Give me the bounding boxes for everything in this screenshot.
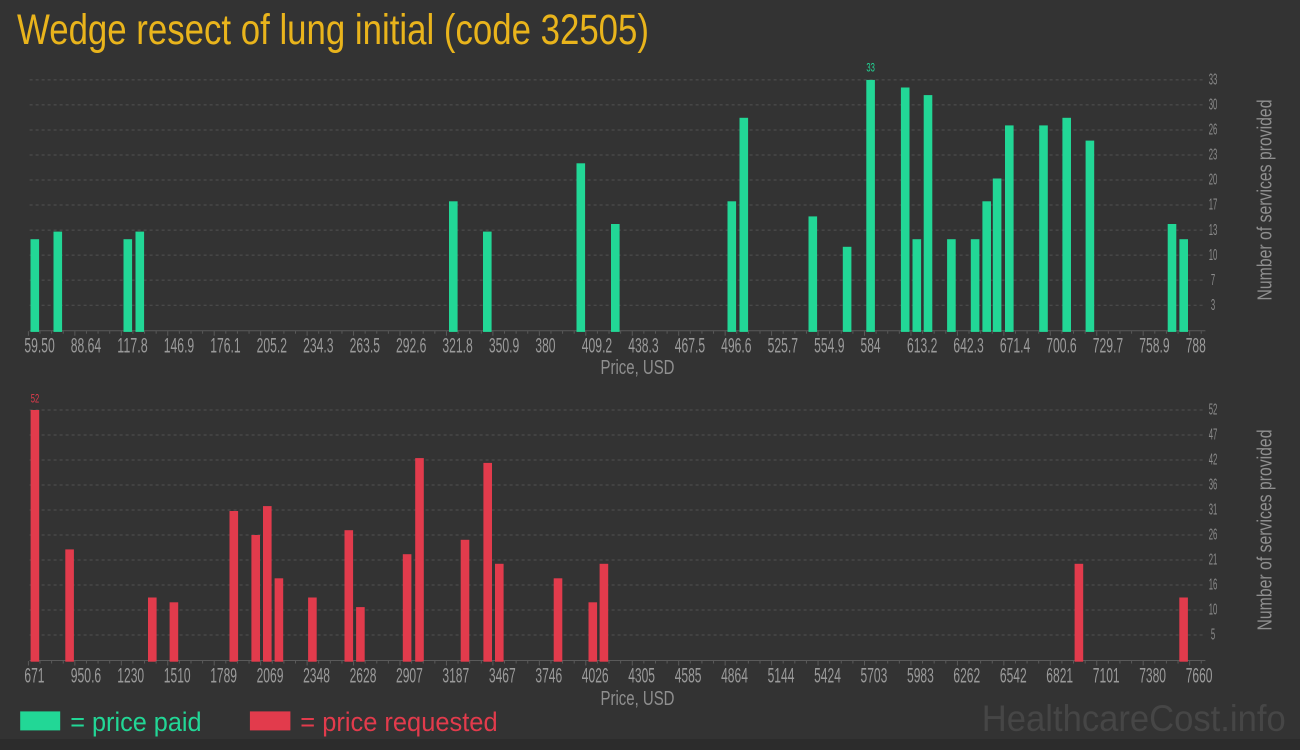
svg-text:7: 7 xyxy=(1211,272,1215,289)
svg-text:2348: 2348 xyxy=(303,664,330,687)
svg-text:613.2: 613.2 xyxy=(907,335,937,358)
svg-text:1510: 1510 xyxy=(164,664,191,687)
svg-text:671: 671 xyxy=(24,664,44,687)
svg-text:6821: 6821 xyxy=(1046,664,1073,687)
svg-text:117.8: 117.8 xyxy=(117,335,147,358)
svg-text:642.3: 642.3 xyxy=(953,335,983,358)
svg-text:467.5: 467.5 xyxy=(675,335,705,358)
svg-text:47: 47 xyxy=(1209,427,1218,444)
svg-text:5703: 5703 xyxy=(861,664,888,687)
svg-text:33: 33 xyxy=(1209,72,1218,89)
svg-text:13: 13 xyxy=(1209,222,1218,239)
svg-text:292.6: 292.6 xyxy=(396,335,426,358)
svg-text:700.6: 700.6 xyxy=(1046,335,1076,358)
svg-text:554.9: 554.9 xyxy=(814,335,844,358)
svg-text:10: 10 xyxy=(1209,602,1218,619)
svg-text:350.9: 350.9 xyxy=(489,335,519,358)
svg-text:3187: 3187 xyxy=(442,664,469,687)
svg-text:321.8: 321.8 xyxy=(442,335,472,358)
svg-text:584: 584 xyxy=(861,335,881,358)
svg-text:950.6: 950.6 xyxy=(71,664,101,687)
svg-text:HealthcareCost.info: HealthcareCost.info xyxy=(982,698,1286,739)
svg-text:42: 42 xyxy=(1209,452,1218,469)
svg-text:31: 31 xyxy=(1209,502,1218,519)
svg-text:438.3: 438.3 xyxy=(628,335,658,358)
svg-text:3746: 3746 xyxy=(535,664,562,687)
svg-text:263.5: 263.5 xyxy=(350,335,380,358)
svg-text:33: 33 xyxy=(866,63,875,75)
svg-text:6262: 6262 xyxy=(953,664,980,687)
svg-text:5: 5 xyxy=(1211,627,1215,644)
svg-text:4305: 4305 xyxy=(628,664,655,687)
svg-text:3467: 3467 xyxy=(489,664,516,687)
svg-text:1230: 1230 xyxy=(117,664,144,687)
svg-text:496.6: 496.6 xyxy=(721,335,751,358)
svg-text:52: 52 xyxy=(31,394,40,406)
svg-text:88.64: 88.64 xyxy=(71,335,102,358)
svg-text:20: 20 xyxy=(1209,172,1218,189)
svg-text:5144: 5144 xyxy=(768,664,795,687)
svg-text:6542: 6542 xyxy=(1000,664,1027,687)
svg-text:52: 52 xyxy=(1209,402,1218,419)
svg-text:1789: 1789 xyxy=(210,664,237,687)
svg-text:4585: 4585 xyxy=(675,664,702,687)
svg-text:7660: 7660 xyxy=(1186,664,1213,687)
svg-text:2907: 2907 xyxy=(396,664,423,687)
svg-text:2628: 2628 xyxy=(350,664,377,687)
svg-text:7101: 7101 xyxy=(1093,664,1120,687)
svg-text:409.2: 409.2 xyxy=(582,335,612,358)
svg-text:16: 16 xyxy=(1209,577,1218,594)
svg-text:26: 26 xyxy=(1209,527,1218,544)
svg-text:758.9: 758.9 xyxy=(1139,335,1169,358)
svg-text:146.9: 146.9 xyxy=(164,335,194,358)
svg-text:36: 36 xyxy=(1209,477,1218,494)
svg-text:671.4: 671.4 xyxy=(1000,335,1031,358)
svg-text:10: 10 xyxy=(1209,247,1218,264)
svg-text:4864: 4864 xyxy=(721,664,748,687)
svg-text:Number of services provided: Number of services provided xyxy=(1254,430,1277,631)
svg-text:4026: 4026 xyxy=(582,664,609,687)
svg-text:23: 23 xyxy=(1209,147,1218,164)
svg-text:= price paid: = price paid xyxy=(70,707,201,737)
svg-text:176.1: 176.1 xyxy=(210,335,240,358)
svg-text:3: 3 xyxy=(1211,297,1215,314)
svg-text:7380: 7380 xyxy=(1139,664,1166,687)
svg-text:= price requested: = price requested xyxy=(300,707,497,737)
svg-text:788: 788 xyxy=(1186,335,1206,358)
svg-text:5424: 5424 xyxy=(814,664,841,687)
svg-text:729.7: 729.7 xyxy=(1093,335,1123,358)
svg-text:Number of services provided: Number of services provided xyxy=(1254,100,1277,301)
svg-text:Price, USD: Price, USD xyxy=(601,687,675,710)
svg-text:525.7: 525.7 xyxy=(768,335,798,358)
svg-text:Wedge resect of lung initial (: Wedge resect of lung initial (code 32505… xyxy=(17,6,649,54)
svg-text:17: 17 xyxy=(1209,197,1218,214)
svg-text:5983: 5983 xyxy=(907,664,934,687)
svg-text:380: 380 xyxy=(535,335,555,358)
svg-text:26: 26 xyxy=(1209,122,1218,139)
svg-text:234.3: 234.3 xyxy=(303,335,333,358)
svg-text:30: 30 xyxy=(1209,97,1218,114)
svg-text:59.50: 59.50 xyxy=(24,335,54,358)
svg-text:2069: 2069 xyxy=(257,664,284,687)
svg-text:21: 21 xyxy=(1209,552,1218,569)
svg-text:205.2: 205.2 xyxy=(257,335,287,358)
svg-text:Price, USD: Price, USD xyxy=(601,356,675,379)
